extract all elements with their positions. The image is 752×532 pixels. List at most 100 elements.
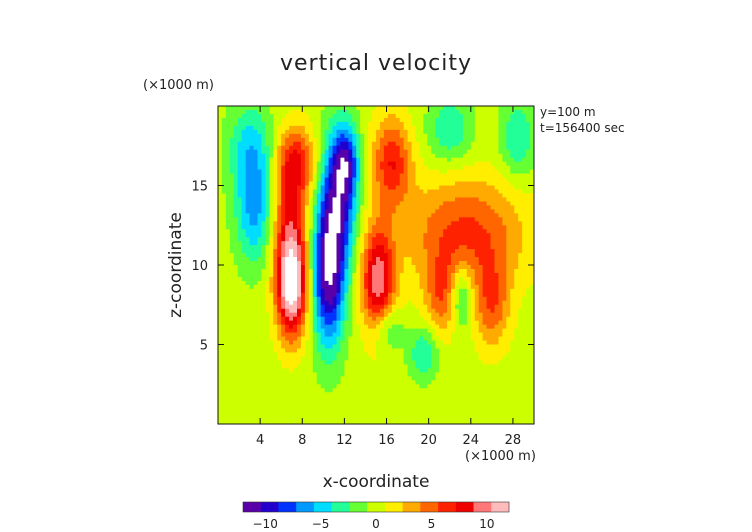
heatmap-cell: [229, 125, 235, 131]
heatmap-cell: [431, 145, 436, 151]
heatmap-cell: [348, 201, 353, 206]
heatmap-cell: [281, 400, 286, 405]
heatmap-cell: [391, 125, 397, 131]
heatmap-cell: [447, 161, 452, 167]
heatmap-cell: [225, 416, 231, 421]
heatmap-cell: [443, 113, 448, 119]
heatmap-cell: [415, 229, 420, 234]
heatmap-cell: [431, 133, 436, 139]
heatmap-cell: [289, 213, 294, 218]
heatmap-cell: [451, 372, 456, 377]
heatmap-cell: [336, 344, 341, 349]
heatmap-cell: [277, 372, 282, 377]
heatmap-cell: [407, 280, 412, 286]
heatmap-cell: [439, 292, 444, 298]
heatmap-cell: [261, 121, 266, 127]
heatmap-cell: [308, 304, 314, 310]
heatmap-cell: [443, 145, 448, 151]
heatmap-cell: [419, 225, 424, 230]
heatmap-cell: [293, 356, 298, 361]
heatmap-cell: [407, 241, 412, 246]
heatmap-cell: [376, 173, 381, 178]
heatmap-cell: [348, 141, 353, 147]
heatmap-cell: [443, 117, 448, 123]
heatmap-cell: [249, 416, 254, 421]
heatmap-cell: [435, 316, 440, 322]
heatmap-cell: [300, 344, 306, 349]
heatmap-cell: [379, 380, 385, 385]
heatmap-cell: [249, 169, 254, 174]
heatmap-cell: [344, 169, 349, 174]
heatmap-cell: [269, 272, 274, 278]
heatmap-cell: [372, 129, 377, 135]
heatmap-cell: [344, 237, 349, 242]
heatmap-cell: [451, 106, 456, 111]
heatmap-cell: [340, 245, 345, 250]
heatmap-cell: [462, 161, 468, 167]
heatmap-cell: [245, 276, 250, 282]
heatmap-cell: [427, 261, 432, 266]
heatmap-cell: [237, 106, 243, 111]
heatmap-cell: [407, 332, 412, 337]
heatmap-cell: [229, 106, 235, 111]
heatmap-cell: [237, 153, 243, 159]
heatmap-cell: [376, 169, 381, 174]
heatmap-cell: [253, 109, 258, 115]
heatmap-cell: [356, 145, 361, 151]
heatmap-cell: [328, 400, 333, 405]
heatmap-cell: [316, 237, 322, 242]
heatmap-cell: [312, 117, 318, 123]
heatmap-cell: [281, 416, 286, 421]
heatmap-cell: [411, 193, 416, 198]
heatmap-cell: [435, 217, 440, 222]
heatmap-cell: [399, 189, 405, 194]
heatmap-cell: [273, 356, 278, 361]
heatmap-cell: [407, 253, 412, 258]
heatmap-cell: [293, 109, 298, 115]
heatmap-cell: [419, 117, 424, 123]
heatmap-cell: [257, 316, 262, 322]
heatmap-cell: [399, 237, 405, 242]
heatmap-cell: [368, 169, 373, 174]
heatmap-cell: [218, 125, 223, 131]
heatmap-cell: [241, 205, 247, 210]
heatmap-cell: [439, 388, 444, 393]
heatmap-cell: [356, 245, 361, 250]
heatmap-cell: [237, 388, 243, 393]
heatmap-cell: [261, 205, 266, 210]
heatmap-cell: [344, 161, 349, 167]
heatmap-cell: [360, 384, 365, 389]
heatmap-cell: [332, 396, 337, 401]
heatmap-cell: [328, 209, 333, 214]
heatmap-cell: [320, 209, 326, 214]
heatmap-cell: [249, 113, 254, 119]
heatmap-cell: [352, 261, 357, 266]
heatmap-cell: [316, 356, 322, 361]
heatmap-cell: [241, 213, 247, 218]
heatmap-cell: [285, 137, 290, 143]
heatmap-cell: [415, 356, 420, 361]
heatmap-cell: [312, 157, 318, 163]
heatmap-cell: [435, 308, 440, 314]
heatmap-cell: [245, 328, 250, 333]
heatmap-cell: [427, 344, 432, 349]
heatmap-cell: [269, 352, 274, 357]
heatmap-cell: [269, 292, 274, 298]
heatmap-cell: [407, 149, 412, 155]
heatmap-cell: [273, 189, 278, 194]
heatmap-cell: [328, 113, 333, 119]
heatmap-cell: [431, 268, 436, 274]
heatmap-cell: [364, 213, 369, 218]
heatmap-cell: [237, 189, 243, 194]
heatmap-cell: [352, 340, 357, 345]
heatmap-cell: [411, 392, 416, 397]
heatmap-cell: [261, 324, 266, 330]
heatmap-cell: [455, 265, 460, 270]
heatmap-cell: [356, 324, 361, 330]
heatmap-cell: [399, 205, 405, 210]
heatmap-cell: [285, 221, 290, 226]
heatmap-cell: [233, 241, 239, 246]
heatmap-cell: [297, 169, 302, 174]
heatmap-cell: [443, 241, 448, 246]
heatmap-cell: [387, 237, 393, 242]
